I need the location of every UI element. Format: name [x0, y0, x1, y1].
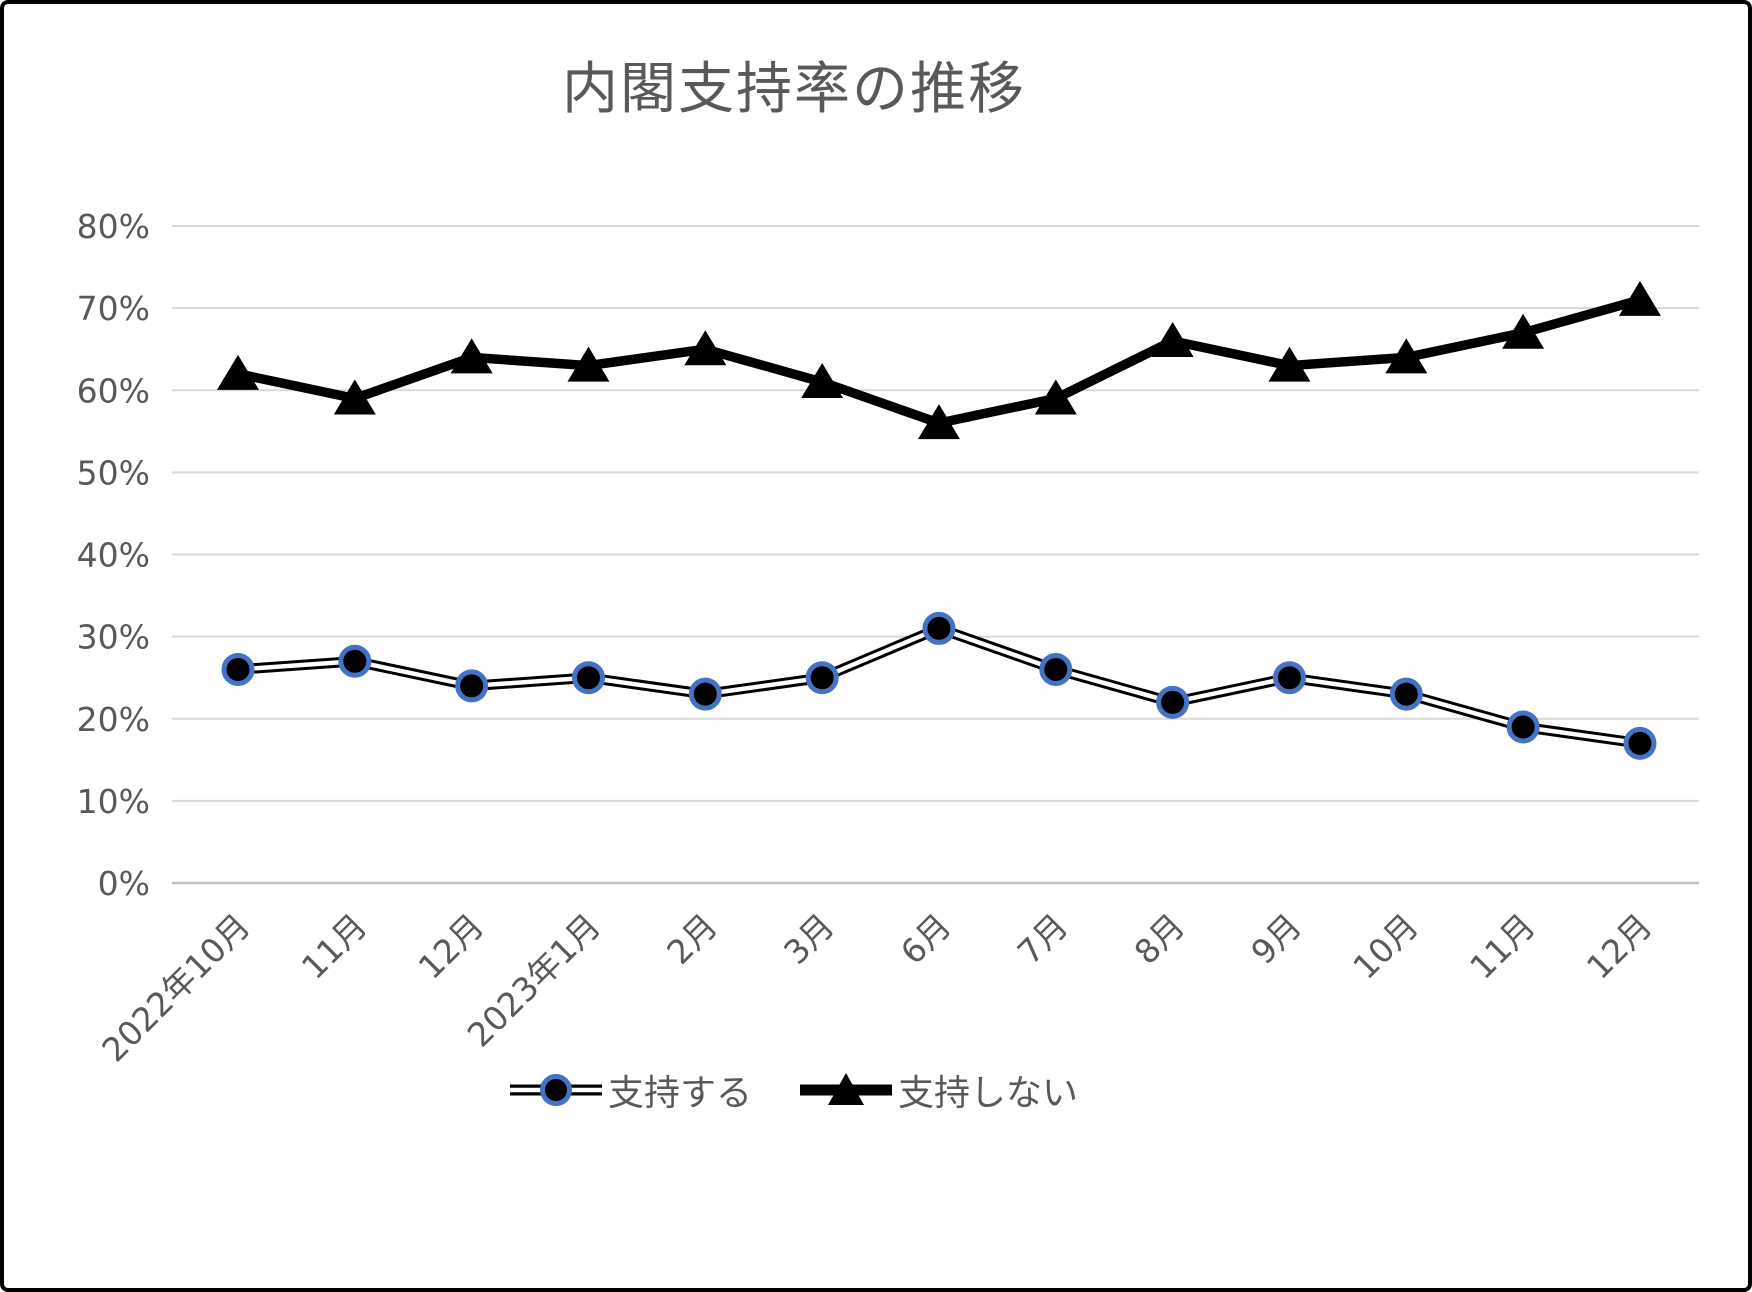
y-axis-tick-label: 0% — [98, 864, 150, 903]
triangle-marker — [1034, 379, 1077, 415]
legend-triangle-marker-icon — [800, 1073, 892, 1105]
y-axis-tick-label: 20% — [77, 700, 150, 739]
y-axis-tick-label: 80% — [77, 207, 150, 246]
x-axis-tick-label: 12月 — [1579, 906, 1660, 987]
x-axis-tick-label: 10月 — [1345, 906, 1426, 987]
triangle-marker — [333, 379, 376, 415]
x-axis-tick-label: 6月 — [893, 906, 959, 972]
circle-marker — [805, 661, 839, 695]
triangle-marker — [450, 338, 493, 374]
y-axis-tick-label: 50% — [77, 453, 150, 492]
y-axis-tick-label: 60% — [77, 371, 150, 410]
circle-marker — [1623, 726, 1657, 760]
triangle-marker — [1151, 321, 1194, 357]
triangle-marker — [917, 404, 960, 440]
x-axis-tick-label: 7月 — [1010, 906, 1076, 972]
triangle-marker — [1502, 313, 1545, 349]
circle-marker — [1272, 661, 1306, 695]
y-axis-tick-label: 10% — [77, 782, 150, 821]
legend-item-approve: 支持する — [509, 1064, 752, 1116]
legend-circle-marker-icon — [509, 1074, 602, 1106]
circle-marker — [455, 669, 489, 703]
x-axis-tick-label: 2022年10月 — [94, 906, 257, 1069]
legend-label-approve: 支持する — [607, 1073, 752, 1114]
x-axis-tick-label: 8月 — [1127, 906, 1193, 972]
x-axis-tick-label: 2月 — [659, 906, 725, 972]
circle-marker — [1506, 710, 1540, 744]
x-axis-tick-label: 11月 — [1462, 906, 1543, 987]
y-axis-tick-label: 70% — [77, 289, 150, 328]
circle-marker — [922, 611, 956, 645]
triangle-marker — [567, 346, 610, 382]
triangle-marker — [1385, 338, 1428, 374]
triangle-marker — [217, 354, 259, 390]
x-axis-tick-label: 9月 — [1243, 906, 1309, 972]
circle-marker — [688, 677, 722, 711]
series-line-approve — [237, 622, 1641, 749]
circle-marker — [1156, 685, 1190, 719]
chart-legend: 支持する 支持しない — [4, 1064, 1584, 1116]
legend-label-disapprove: 支持しない — [898, 1073, 1079, 1114]
y-axis-tick-label: 30% — [77, 618, 150, 657]
circle-marker — [571, 661, 605, 695]
triangle-marker — [1268, 346, 1311, 382]
x-axis-tick-label: 3月 — [776, 906, 842, 972]
circle-marker — [1389, 677, 1423, 711]
circle-marker — [221, 652, 255, 686]
triangle-marker — [1618, 280, 1661, 316]
circle-marker — [338, 644, 372, 678]
y-axis-tick-label: 40% — [77, 536, 150, 575]
line-chart-plot-area: 0% 10% 20% 30% 40% 50% 60% 70% 80% 2022年10月 11月 12月… — [77, 207, 1699, 1069]
x-axis-tick-label: 11月 — [294, 906, 375, 987]
circle-marker — [1039, 652, 1073, 686]
x-axis-tick-label: 12月 — [411, 906, 492, 987]
triangle-marker — [801, 363, 844, 399]
legend-item-disapprove: 支持しない — [800, 1064, 1078, 1116]
triangle-marker — [684, 330, 727, 366]
chart-title: 内閣支持率の推移 — [562, 57, 1026, 122]
